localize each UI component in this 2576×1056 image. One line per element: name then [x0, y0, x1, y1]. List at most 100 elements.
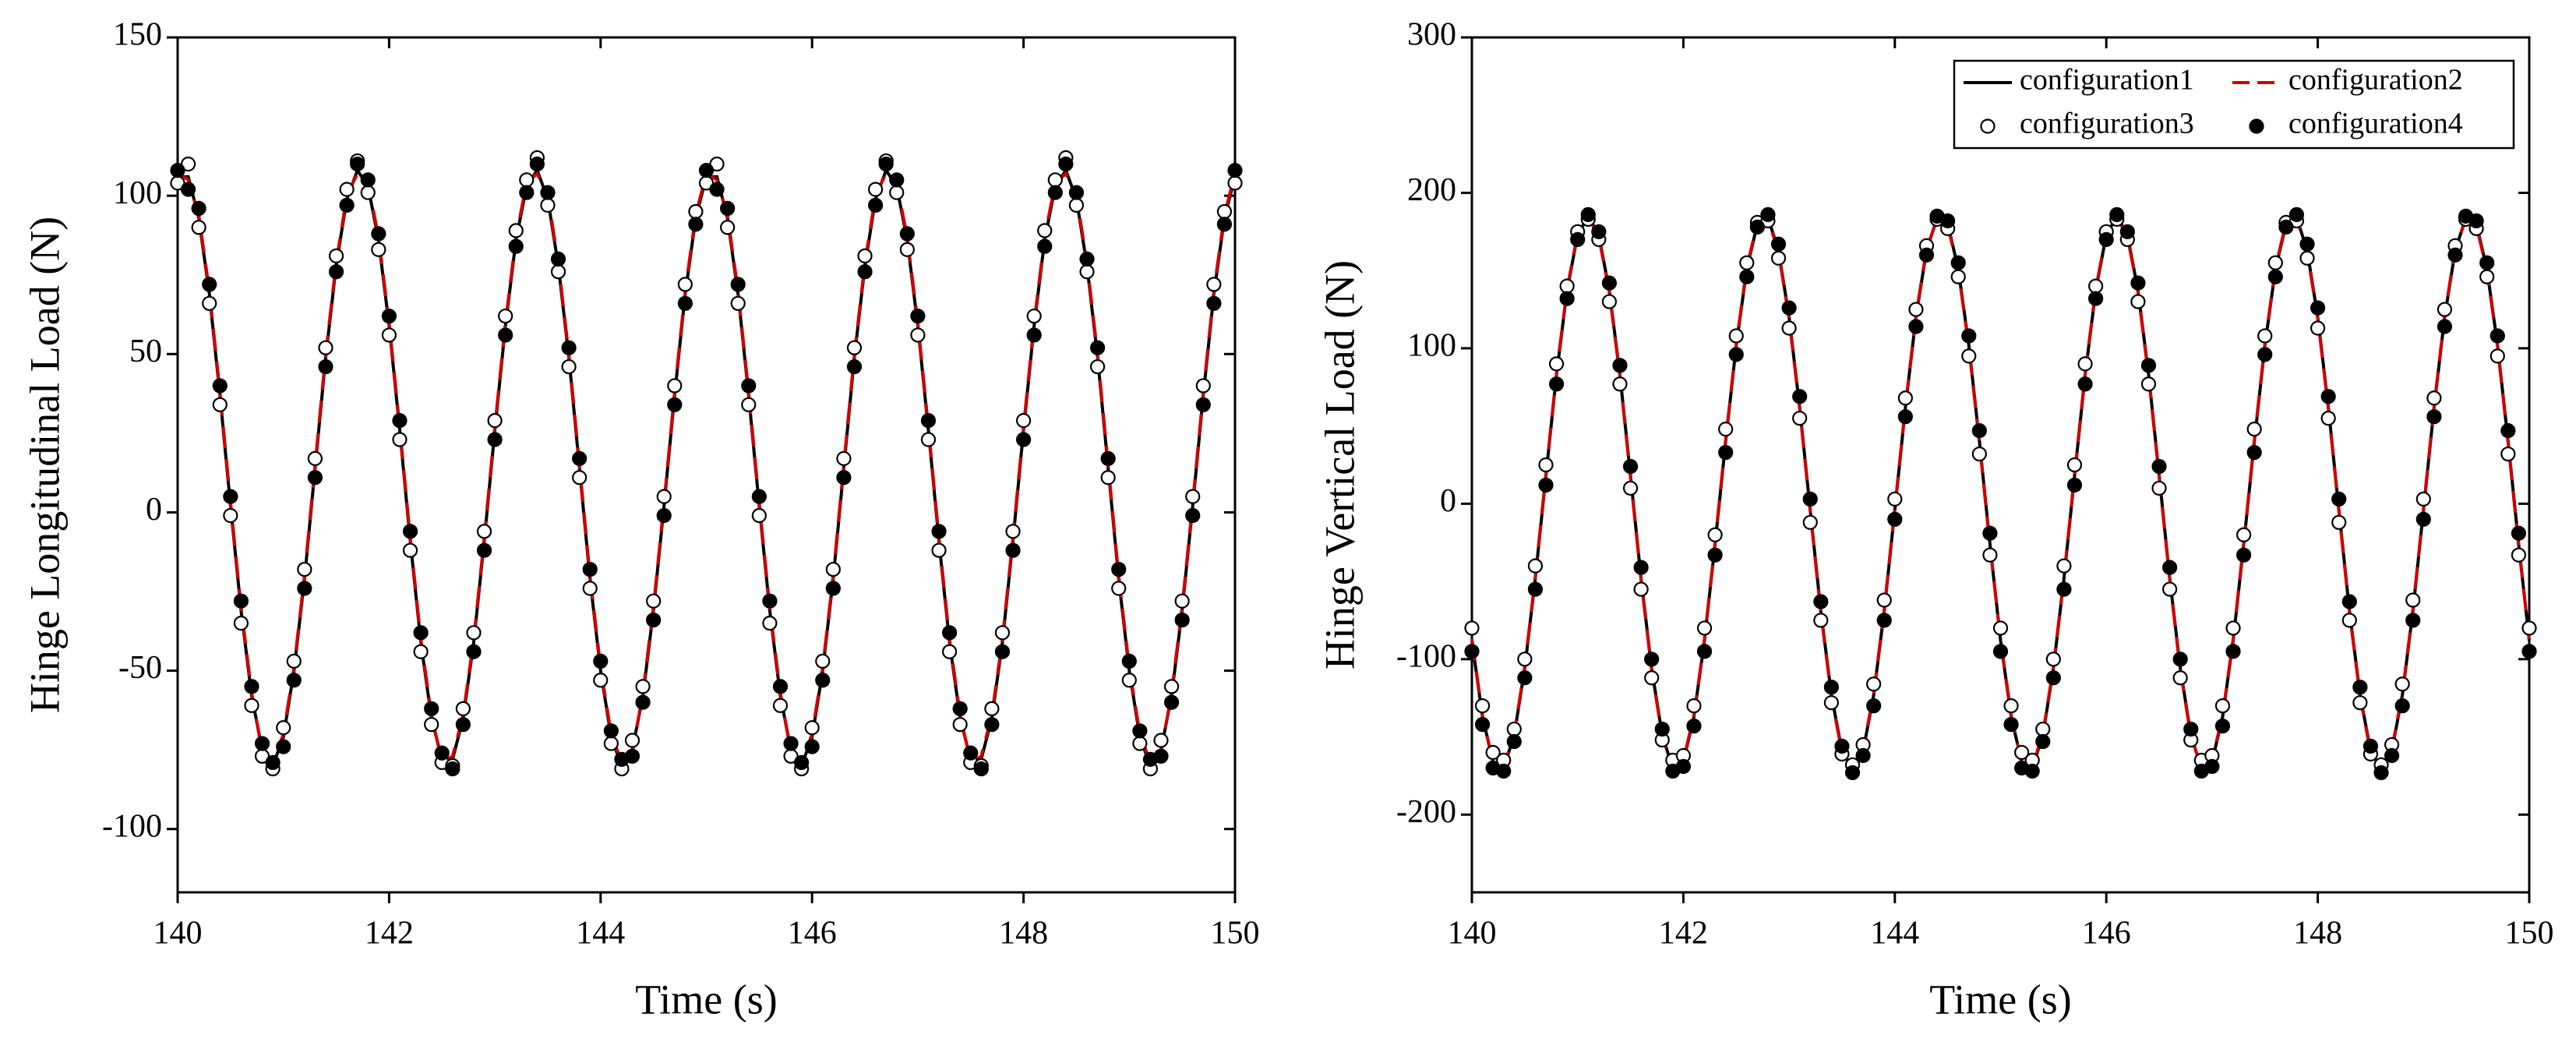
x-tick-label: 148: [2293, 916, 2342, 952]
y-tick-label: 0: [1440, 483, 1456, 519]
filled-marker: [212, 378, 228, 394]
open-marker: [2479, 269, 2495, 284]
filled-marker: [1153, 748, 1169, 764]
filled-marker: [297, 581, 312, 596]
filled-marker: [2056, 581, 2072, 597]
open-marker: [1206, 277, 1222, 292]
filled-marker: [656, 507, 672, 524]
open-marker: [1005, 524, 1021, 539]
filled-marker: [857, 264, 873, 280]
filled-marker: [1823, 680, 1839, 695]
filled-marker: [434, 745, 450, 761]
filled-marker: [1950, 255, 1966, 270]
open-marker: [1781, 320, 1797, 336]
filled-marker: [846, 358, 863, 375]
filled-marker: [2249, 118, 2264, 134]
filled-marker: [1163, 694, 1180, 710]
open-marker: [1517, 652, 1533, 667]
filled-marker: [1174, 612, 1190, 628]
open-marker: [603, 736, 619, 751]
filled-marker: [783, 736, 799, 751]
open-marker: [466, 625, 482, 641]
open-marker: [1622, 480, 1639, 496]
filled-marker: [286, 673, 302, 688]
filled-marker: [741, 378, 757, 394]
open-marker: [1770, 250, 1787, 266]
legend-label: configuration4: [2288, 108, 2463, 140]
open-marker: [1823, 695, 1839, 711]
open-marker: [487, 413, 503, 429]
open-marker: [244, 698, 259, 713]
filled-marker: [1876, 613, 1892, 628]
filled-marker: [1908, 319, 1924, 334]
filled-marker: [2024, 763, 2040, 779]
open-marker: [1876, 592, 1892, 608]
y-tick-label: 200: [1407, 172, 1456, 208]
filled-marker: [2003, 716, 2019, 733]
open-marker: [1707, 527, 1723, 542]
x-tick-label: 150: [2505, 916, 2554, 952]
open-marker: [540, 197, 556, 213]
open-marker: [2426, 390, 2442, 406]
x-tick-label: 146: [2082, 916, 2131, 952]
open-marker: [550, 264, 566, 280]
open-marker: [2437, 302, 2453, 317]
x-tick-label: 142: [1659, 916, 1708, 952]
open-marker: [1485, 744, 1501, 761]
y-tick-label: 150: [113, 17, 162, 53]
filled-marker: [2088, 291, 2104, 306]
filled-marker: [561, 340, 577, 355]
filled-marker: [688, 217, 704, 232]
open-marker: [1644, 670, 1660, 686]
filled-marker: [265, 754, 281, 771]
filled-marker: [2373, 765, 2389, 781]
open-marker: [804, 720, 820, 736]
filled-marker: [2246, 444, 2262, 461]
open-marker: [1908, 302, 1924, 317]
filled-marker: [476, 542, 492, 558]
filled-marker: [698, 163, 715, 178]
plot-frame: [176, 36, 1237, 894]
open-marker: [1216, 203, 1233, 220]
open-marker: [2140, 376, 2157, 392]
open-marker: [2066, 457, 2083, 473]
open-marker: [2077, 356, 2093, 372]
y-tick-label: -100: [102, 808, 162, 844]
filled-marker: [318, 358, 333, 375]
filled-marker: [1037, 238, 1053, 254]
open-marker: [1802, 514, 1818, 530]
open-marker: [2014, 744, 2030, 761]
filled-marker: [646, 612, 662, 628]
open-marker: [1992, 620, 2009, 636]
open-marker: [1037, 223, 1053, 238]
open-marker: [223, 507, 238, 524]
filled-marker: [2045, 670, 2061, 686]
filled-marker: [1015, 432, 1032, 447]
y-axis-label: Hinge Vertical Load (N): [1316, 260, 1363, 669]
filled-marker: [603, 723, 619, 739]
filled-marker: [424, 701, 439, 716]
open-marker: [2352, 695, 2368, 711]
filled-marker: [963, 745, 979, 761]
filled-marker: [2511, 525, 2527, 541]
open-marker: [2130, 294, 2146, 309]
open-marker: [1527, 558, 1544, 574]
open-marker: [1026, 308, 1042, 324]
open-marker: [624, 733, 640, 748]
filled-marker: [1548, 376, 1565, 392]
filled-marker: [1855, 747, 1871, 764]
plot-frame: [1470, 36, 2531, 894]
filled-marker: [223, 489, 238, 504]
filled-marker: [1580, 207, 1596, 222]
filled-marker: [1866, 698, 1882, 714]
filled-marker: [1644, 652, 1660, 667]
open-marker: [931, 542, 947, 558]
open-marker: [952, 717, 968, 733]
filled-marker: [1496, 763, 1512, 779]
filled-marker: [381, 308, 397, 324]
open-marker: [910, 327, 926, 343]
filled-marker: [2299, 236, 2315, 252]
filled-marker: [920, 413, 937, 429]
open-marker: [2162, 581, 2178, 597]
filled-marker: [1216, 217, 1233, 232]
